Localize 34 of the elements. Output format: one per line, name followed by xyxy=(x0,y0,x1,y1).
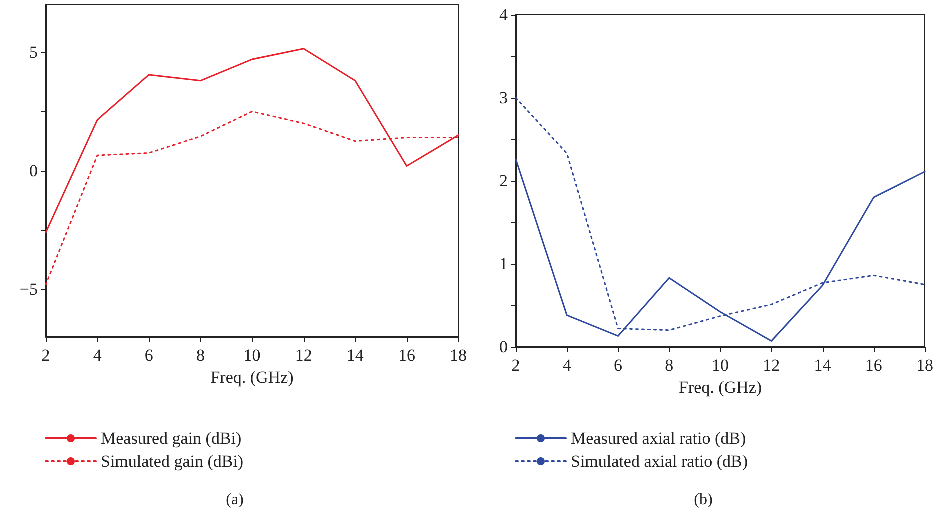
y-tick-label: 1 xyxy=(500,254,508,274)
x-tick-label: 14 xyxy=(814,356,832,375)
x-tick-label: 6 xyxy=(144,346,154,365)
x-axis-title: Freq. (GHz) xyxy=(210,368,294,387)
x-axis-title: Freq. (GHz) xyxy=(678,378,762,397)
x-tick-label: 2 xyxy=(42,346,50,365)
legend-label: Simulated gain (dBi) xyxy=(101,452,244,471)
y-tick-label: −5 xyxy=(20,280,38,300)
x-tick-label: 10 xyxy=(244,346,261,365)
x-tick-label: 8 xyxy=(196,346,205,365)
text: (b) xyxy=(694,492,713,508)
x-tick-label: 18 xyxy=(916,356,934,375)
x-tick-label: 8 xyxy=(665,356,674,375)
y-tick-label: 2 xyxy=(500,172,508,190)
x-tick-label: 4 xyxy=(562,356,572,375)
x-tick-label: 14 xyxy=(346,346,364,365)
x-tick-label: 16 xyxy=(865,356,882,375)
x-tick-label: 12 xyxy=(295,346,312,365)
x-tick-label: 18 xyxy=(450,346,467,365)
text: (a) xyxy=(226,492,244,508)
x-tick-label: 6 xyxy=(614,356,622,375)
y-tick-label: 0 xyxy=(30,162,38,180)
x-tick-label: 16 xyxy=(398,346,416,365)
x-tick-label: 12 xyxy=(763,356,780,375)
y-tick-label: 0 xyxy=(500,338,508,356)
legend-label: Measured axial ratio (dB) xyxy=(571,429,746,448)
x-tick-label: 10 xyxy=(712,356,729,375)
legend-label: Simulated axial ratio (dB) xyxy=(571,452,748,471)
y-tick-label: 4 xyxy=(500,6,508,24)
y-tick-label: 3 xyxy=(500,88,508,108)
y-tick-label: 5 xyxy=(30,42,38,62)
x-tick-label: 2 xyxy=(512,356,520,375)
legend-label: Measured gain (dBi) xyxy=(101,429,242,448)
x-tick-label: 4 xyxy=(93,346,102,365)
